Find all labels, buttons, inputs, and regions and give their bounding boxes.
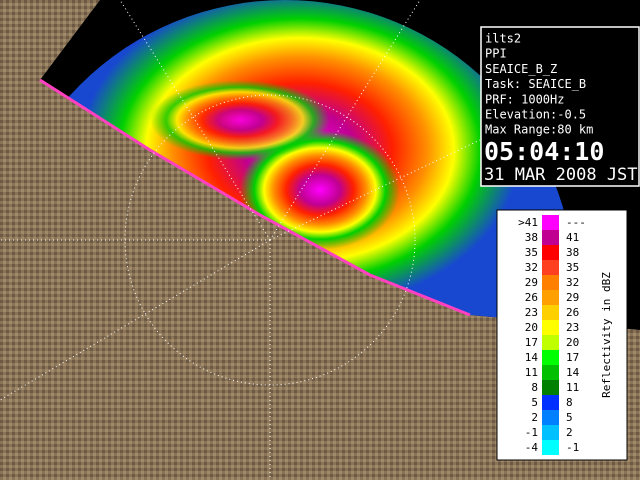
legend-swatch: [542, 305, 559, 320]
legend-title: Reflectivity in dBZ: [600, 272, 613, 398]
legend-high: 2: [566, 426, 573, 439]
legend-high: 5: [566, 411, 573, 424]
info-panel: [480, 26, 640, 187]
info-line: Task: SEAICE_B: [485, 77, 586, 91]
legend-high: 11: [566, 381, 579, 394]
legend-low: 35: [525, 246, 538, 259]
legend-swatch: [542, 260, 559, 275]
legend-high: 17: [566, 351, 579, 364]
legend-swatch: [542, 245, 559, 260]
legend-high: 35: [566, 261, 579, 274]
legend-swatch: [542, 290, 559, 305]
legend-high: 23: [566, 321, 579, 334]
legend-swatch: [542, 335, 559, 350]
time: 05:04:10: [484, 137, 604, 166]
legend-low: -4: [525, 441, 539, 454]
info-line: PPI: [485, 47, 507, 61]
legend-swatch: [542, 425, 559, 440]
legend-low: 26: [525, 291, 538, 304]
legend-high: 20: [566, 336, 579, 349]
legend-swatch: [542, 410, 559, 425]
legend-low: 32: [525, 261, 538, 274]
legend-swatch: [542, 380, 559, 395]
legend-low: 14: [525, 351, 539, 364]
legend-swatch: [542, 365, 559, 380]
legend-high: ---: [566, 216, 586, 229]
legend-low: 5: [531, 396, 538, 409]
legend-box: [496, 209, 628, 461]
coast-echo: [39, 78, 471, 317]
legend-low: 8: [531, 381, 538, 394]
legend-high: 32: [566, 276, 579, 289]
legend-swatch: [542, 440, 559, 455]
legend-low: 2: [531, 411, 538, 424]
legend-high: 38: [566, 246, 579, 259]
info-line: SEAICE_B_Z: [485, 62, 557, 76]
info-line: PRF: 1000Hz: [485, 92, 564, 106]
legend-low: 23: [525, 306, 538, 319]
info-line: ilts2: [485, 32, 521, 46]
legend-high: 14: [566, 366, 580, 379]
info-line: Max Range:80 km: [485, 123, 593, 137]
legend-swatch: [542, 395, 559, 410]
legend-high: 26: [566, 306, 579, 319]
legend-low: 17: [525, 336, 538, 349]
legend-swatch: [542, 350, 559, 365]
legend-high: -1: [566, 441, 579, 454]
date: 31 MAR 2008 JST: [484, 165, 638, 185]
legend-high: 41: [566, 231, 579, 244]
legend-low: >41: [518, 216, 538, 229]
info-line: Elevation:-0.5: [485, 108, 586, 122]
legend-low: 11: [525, 366, 538, 379]
legend-high: 29: [566, 291, 579, 304]
legend-high: 8: [566, 396, 573, 409]
legend-swatch: [542, 320, 559, 335]
legend-swatch: [542, 275, 559, 290]
legend-low: -1: [525, 426, 538, 439]
legend-swatch: [542, 215, 559, 230]
legend-low: 29: [525, 276, 538, 289]
range-rings: [0, 0, 481, 480]
legend-swatch: [542, 230, 559, 245]
legend-low: 20: [525, 321, 538, 334]
legend-low: 38: [525, 231, 538, 244]
